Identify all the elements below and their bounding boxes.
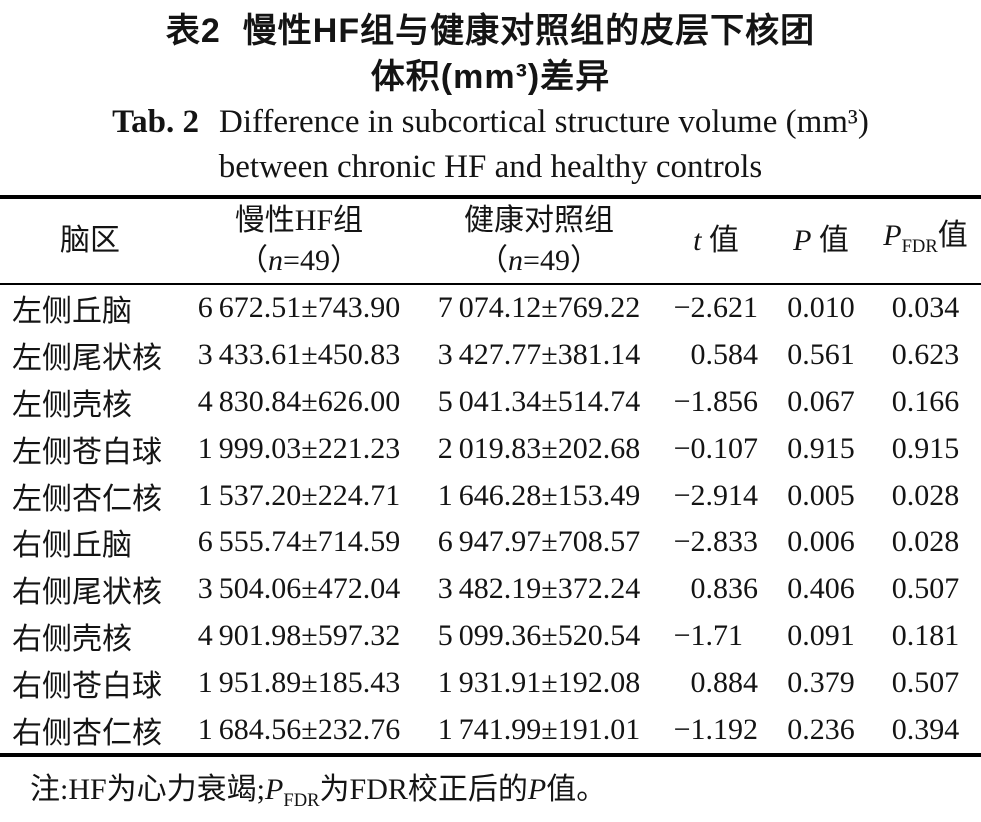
cell-p: 0.067 xyxy=(787,384,855,418)
cell-p: 0.006 xyxy=(787,525,855,559)
cell-pfdr: 0.166 xyxy=(891,384,960,418)
cell-pfdr: 0.507 xyxy=(891,665,960,699)
cell-p: 0.091 xyxy=(787,618,855,652)
cell-p: 0.915 xyxy=(787,431,855,465)
table-row: 右侧尾状核 3 504.06±472.04 3 482.19±372.24 0.836… xyxy=(0,566,981,613)
cell-pfdr: 0.394 xyxy=(891,712,960,746)
cell-hf: 3 504.06±472.04 xyxy=(197,572,401,606)
header-control-group: 健康对照组 （n=49） xyxy=(418,197,660,285)
cell-p: 0.406 xyxy=(787,572,855,606)
cell-hc: 2 019.83±202.68 xyxy=(437,431,641,465)
table-row: 右侧杏仁核 1 684.56±232.76 1 741.99±191.01 −1.19… xyxy=(0,706,981,755)
cell-region: 右侧杏仁核 xyxy=(12,716,162,750)
english-title-line2: between chronic HF and healthy controls xyxy=(218,149,763,185)
table-row: 左侧丘脑 6 672.51±743.90 7 074.12±769.22 −2.621… xyxy=(0,284,981,332)
table-row: 左侧尾状核 3 433.61±450.83 3 427.77±381.14 0.584… xyxy=(0,332,981,379)
cell-hc: 1 646.28±153.49 xyxy=(437,478,641,512)
cell-hf: 4 830.84±626.00 xyxy=(197,384,401,418)
cell-hf: 3 433.61±450.83 xyxy=(197,338,401,372)
header-hf-group: 慢性HF组 （n=49） xyxy=(180,197,418,285)
table-row: 右侧苍白球 1 951.89±185.43 1 931.91±192.08 0.884… xyxy=(0,659,981,706)
cell-hc: 7 074.12±769.22 xyxy=(437,291,641,325)
cell-hc: 3 427.77±381.14 xyxy=(437,338,641,372)
cell-hf: 4 901.98±597.32 xyxy=(197,618,401,652)
cell-region: 右侧壳核 xyxy=(12,622,132,656)
cell-pfdr: 0.028 xyxy=(891,525,960,559)
chinese-title-text: 慢性HF组与健康对照组的皮层下核团 xyxy=(242,12,816,50)
cell-region: 左侧苍白球 xyxy=(12,435,162,469)
table-footnote: 注:HF为心力衰竭;PFDR为FDR校正后的P值。 xyxy=(30,772,607,811)
table-number-en: Tab. 2 xyxy=(112,104,200,140)
cell-hc: 5 099.36±520.54 xyxy=(437,618,641,652)
header-control-label: 健康对照组 xyxy=(464,204,614,237)
cell-t: −1.71 xyxy=(673,618,758,652)
cell-p: 0.236 xyxy=(787,712,855,746)
cell-p: 0.379 xyxy=(787,665,855,699)
header-pfdr-value: PFDR值 xyxy=(870,197,981,285)
english-title-line1: Tab. 2 Difference in subcortical structur… xyxy=(0,100,981,145)
cell-t: −2.914 xyxy=(673,478,758,512)
cell-hc: 1 931.91±192.08 xyxy=(437,665,641,699)
table-row: 右侧丘脑 6 555.74±714.59 6 947.97±708.57 −2.833… xyxy=(0,519,981,566)
cell-t: −1.192 xyxy=(673,712,758,746)
data-table: 脑区 慢性HF组 （n=49） 健康对照组 （n=49） t 值 P 值 PFD… xyxy=(0,195,981,757)
cell-hc: 3 482.19±372.24 xyxy=(437,572,641,606)
table-row: 左侧杏仁核 1 537.20±224.71 1 646.28±153.49 −2.91… xyxy=(0,472,981,519)
chinese-title-line1: 表2 慢性HF组与健康对照组的皮层下核团 xyxy=(0,8,981,54)
header-region: 脑区 xyxy=(0,197,180,285)
header-hf-n: （n=49） xyxy=(238,244,360,277)
cell-t: −1.856 xyxy=(673,384,758,418)
cell-p: 0.010 xyxy=(787,291,855,325)
cell-pfdr: 0.507 xyxy=(891,572,960,606)
table-body: 左侧丘脑 6 672.51±743.90 7 074.12±769.22 −2.621… xyxy=(0,284,981,755)
cell-pfdr: 0.181 xyxy=(891,618,960,652)
cell-region: 左侧丘脑 xyxy=(12,295,132,329)
cell-t: 0.836 xyxy=(690,572,759,606)
cell-t: 0.884 xyxy=(690,665,759,699)
cell-region: 左侧壳核 xyxy=(12,388,132,422)
english-title-text: Difference in subcortical structure volu… xyxy=(219,104,869,140)
cell-region: 右侧丘脑 xyxy=(12,529,132,563)
cell-region: 右侧苍白球 xyxy=(12,669,162,703)
cell-region: 左侧尾状核 xyxy=(12,342,162,376)
cell-hf: 1 999.03±221.23 xyxy=(197,431,401,465)
cell-t: 0.584 xyxy=(690,338,759,372)
cell-pfdr: 0.028 xyxy=(891,478,960,512)
cell-p: 0.005 xyxy=(787,478,855,512)
cell-t: −0.107 xyxy=(673,431,758,465)
header-hf-label: 慢性HF组 xyxy=(234,204,364,237)
cell-region: 右侧尾状核 xyxy=(12,576,162,610)
cell-hf: 6 672.51±743.90 xyxy=(197,291,401,325)
cell-p: 0.561 xyxy=(787,338,855,372)
header-row: 脑区 慢性HF组 （n=49） 健康对照组 （n=49） t 值 P 值 PFD… xyxy=(0,197,981,285)
table-row: 右侧壳核 4 901.98±597.32 5 099.36±520.54 −1.71 … xyxy=(0,613,981,660)
cell-region: 左侧杏仁核 xyxy=(12,482,162,516)
footnote-text: 注:HF为心力衰竭; xyxy=(30,772,266,806)
table-row: 左侧苍白球 1 999.03±221.23 2 019.83±202.68 −0.10… xyxy=(0,425,981,472)
cell-hf: 1 951.89±185.43 xyxy=(197,665,401,699)
cell-hf: 1 684.56±232.76 xyxy=(197,712,401,746)
header-t-value: t 值 xyxy=(660,197,772,285)
table-number-zh: 表2 xyxy=(165,12,221,50)
cell-pfdr: 0.623 xyxy=(891,338,960,372)
cell-t: −2.833 xyxy=(673,525,758,559)
cell-hf: 1 537.20±224.71 xyxy=(197,478,401,512)
cell-t: −2.621 xyxy=(673,291,758,325)
header-p-value: P 值 xyxy=(772,197,870,285)
title-block: 表2 慢性HF组与健康对照组的皮层下核团 体积(mm³)差异 Tab. 2 Diff… xyxy=(0,0,981,190)
cell-hf: 6 555.74±714.59 xyxy=(197,525,401,559)
chinese-title-line2: 体积(mm³)差异 xyxy=(370,58,611,96)
table-row: 左侧壳核 4 830.84±626.00 5 041.34±514.74 −1.856… xyxy=(0,379,981,426)
cell-hc: 1 741.99±191.01 xyxy=(437,712,641,746)
cell-hc: 6 947.97±708.57 xyxy=(437,525,641,559)
cell-pfdr: 0.034 xyxy=(891,291,960,325)
cell-pfdr: 0.915 xyxy=(891,431,960,465)
cell-hc: 5 041.34±514.74 xyxy=(437,384,641,418)
header-control-n: （n=49） xyxy=(478,244,600,277)
table-header: 脑区 慢性HF组 （n=49） 健康对照组 （n=49） t 值 P 值 PFD… xyxy=(0,197,981,285)
